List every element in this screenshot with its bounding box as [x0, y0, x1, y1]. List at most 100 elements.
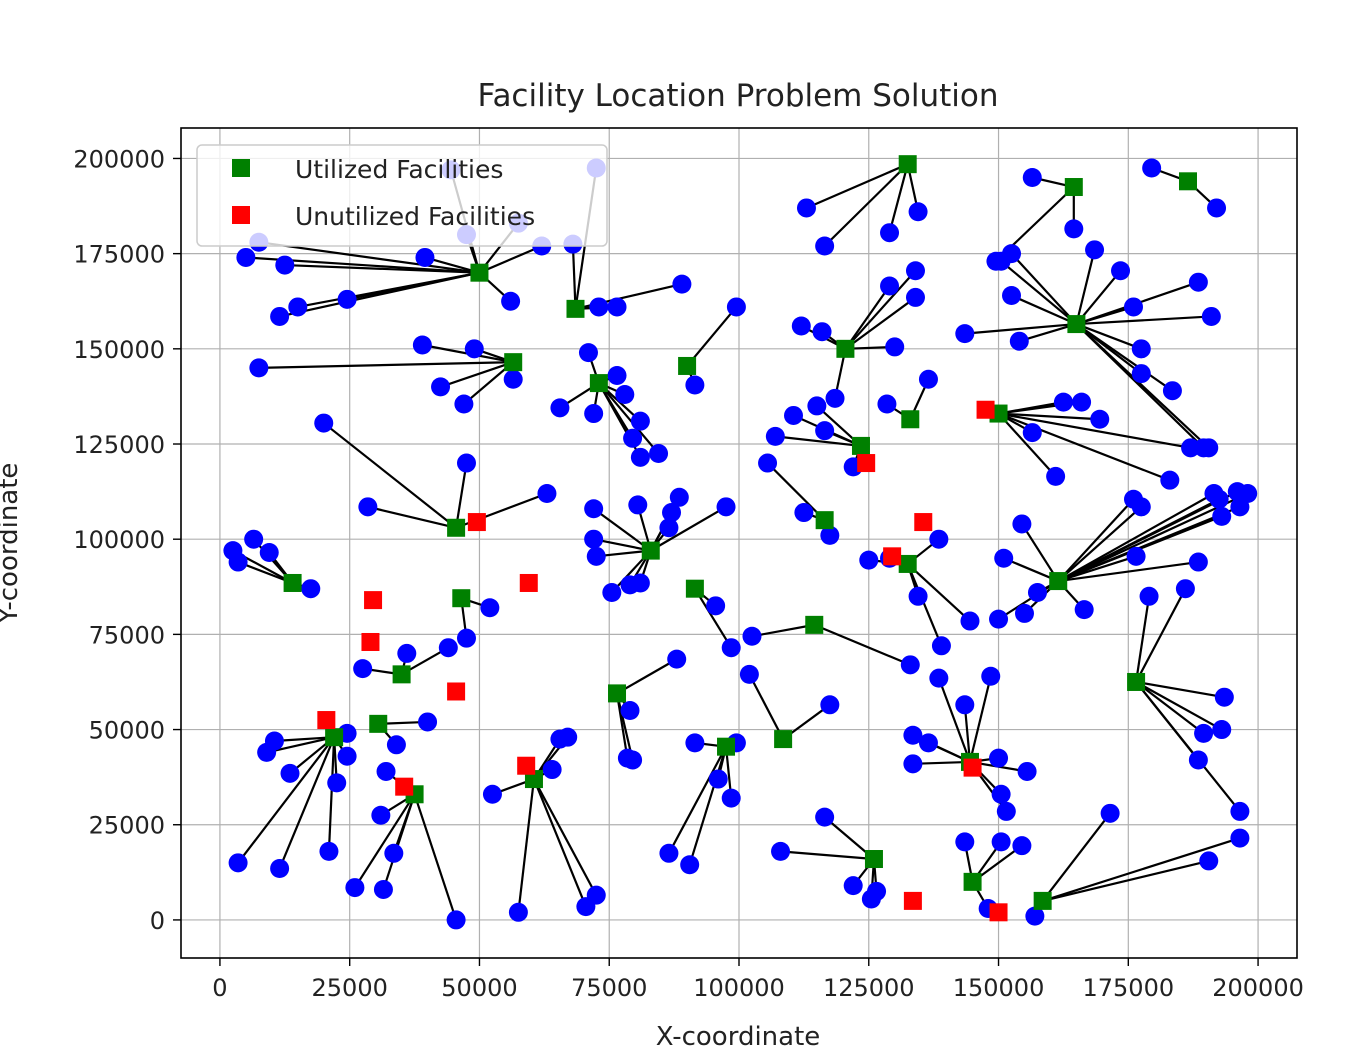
assignment-line — [440, 361, 514, 388]
x-axis-label: X-coordinate — [656, 1022, 821, 1052]
customer-point — [412, 335, 432, 355]
customer-point — [1131, 339, 1151, 359]
customer-point — [989, 748, 1009, 768]
customer-point — [1131, 364, 1151, 384]
customer-point — [236, 247, 256, 267]
customer-point — [1209, 489, 1229, 509]
assignment-line — [888, 163, 909, 233]
customer-point — [1212, 506, 1232, 526]
assignment-line — [1135, 681, 1223, 731]
assignment-line — [1075, 249, 1096, 325]
customer-point — [931, 636, 951, 656]
customer-point — [908, 202, 928, 222]
customer-point — [765, 426, 785, 446]
customer-point — [353, 659, 373, 679]
utilized-facility-marker — [815, 511, 834, 530]
customer-point — [815, 236, 835, 256]
utilized-facility-marker — [898, 155, 917, 174]
customer-point — [558, 727, 578, 747]
customer-point — [1002, 286, 1022, 306]
utilized-facility-marker — [898, 554, 917, 573]
assignment-line — [667, 746, 727, 854]
customer-point — [955, 324, 975, 344]
assignment-line — [327, 737, 336, 852]
customer-point — [607, 365, 627, 385]
customer-point — [438, 638, 458, 658]
customer-point — [771, 841, 791, 861]
customer-point — [415, 247, 435, 267]
assignment-line — [1135, 680, 1225, 699]
customer-point — [1175, 579, 1195, 599]
utilized-facility-marker — [1067, 315, 1086, 334]
assignment-line — [517, 778, 536, 913]
customer-point — [843, 876, 863, 896]
customer-point — [337, 289, 357, 309]
customer-point — [1126, 546, 1146, 566]
customer-point — [880, 223, 900, 243]
utilized-facility-marker — [805, 615, 824, 634]
customer-point — [918, 369, 938, 389]
assignment-line — [284, 263, 480, 274]
customer-point — [628, 495, 648, 515]
assignment-line — [1057, 498, 1135, 582]
assignment-line — [1011, 294, 1077, 326]
customer-point — [1074, 600, 1094, 620]
assignment-line — [237, 736, 335, 864]
assignment-line — [906, 563, 943, 647]
assignment-line — [844, 285, 891, 350]
customer-point — [537, 484, 557, 504]
assignment-line — [813, 623, 911, 666]
legend-unutilized-swatch — [232, 206, 250, 224]
customer-point — [418, 712, 438, 732]
assignment-line — [964, 322, 1077, 335]
legend-unutilized-label: Unutilized Facilities — [295, 202, 535, 231]
assignment-line — [1135, 681, 1205, 735]
customer-point — [454, 394, 474, 414]
customer-point — [825, 388, 845, 408]
utilized-facility-marker — [566, 299, 585, 318]
assignment-line — [1135, 596, 1151, 683]
customer-point — [955, 832, 975, 852]
customer-point — [264, 731, 284, 751]
utilized-facility-marker — [1033, 891, 1052, 910]
customer-point — [542, 760, 562, 780]
assignment-line — [455, 462, 468, 528]
assignment-line — [1057, 492, 1215, 583]
assignment-line — [1135, 681, 1241, 813]
customer-point — [589, 297, 609, 317]
customer-point — [1064, 219, 1084, 239]
customer-point — [742, 626, 762, 646]
customer-point — [784, 405, 804, 425]
customer-point — [480, 598, 500, 618]
customer-point — [301, 579, 321, 599]
customer-point — [1017, 761, 1037, 781]
customer-point — [1188, 750, 1208, 770]
utilized-facility-marker — [864, 850, 883, 869]
y-tick-label: 50000 — [89, 717, 165, 745]
assignment-line — [1135, 588, 1187, 683]
utilized-facility-marker — [678, 356, 697, 375]
unutilized-facility-marker — [903, 891, 922, 910]
customer-point — [397, 643, 417, 663]
customer-point — [620, 701, 640, 721]
assignment-line — [906, 563, 971, 622]
assignment-line — [413, 793, 458, 921]
customer-point — [1188, 552, 1208, 572]
chart-title: Facility Location Problem Solution — [477, 78, 998, 114]
customer-point — [623, 750, 643, 770]
x-tick-label: 75000 — [571, 974, 647, 1002]
customer-point — [228, 552, 248, 572]
customer-point — [607, 297, 627, 317]
utilized-facility-marker — [774, 730, 793, 749]
customer-point — [280, 763, 300, 783]
utilized-facility-marker — [1178, 172, 1197, 191]
customer-point — [981, 666, 1001, 686]
utilized-facility-marker — [685, 579, 704, 598]
customer-point — [1025, 906, 1045, 926]
customer-point — [337, 746, 357, 766]
customers — [223, 158, 1258, 930]
assignment-line — [912, 760, 971, 765]
customer-point — [807, 396, 827, 416]
customer-point — [900, 655, 920, 675]
assignment-line — [532, 778, 598, 896]
